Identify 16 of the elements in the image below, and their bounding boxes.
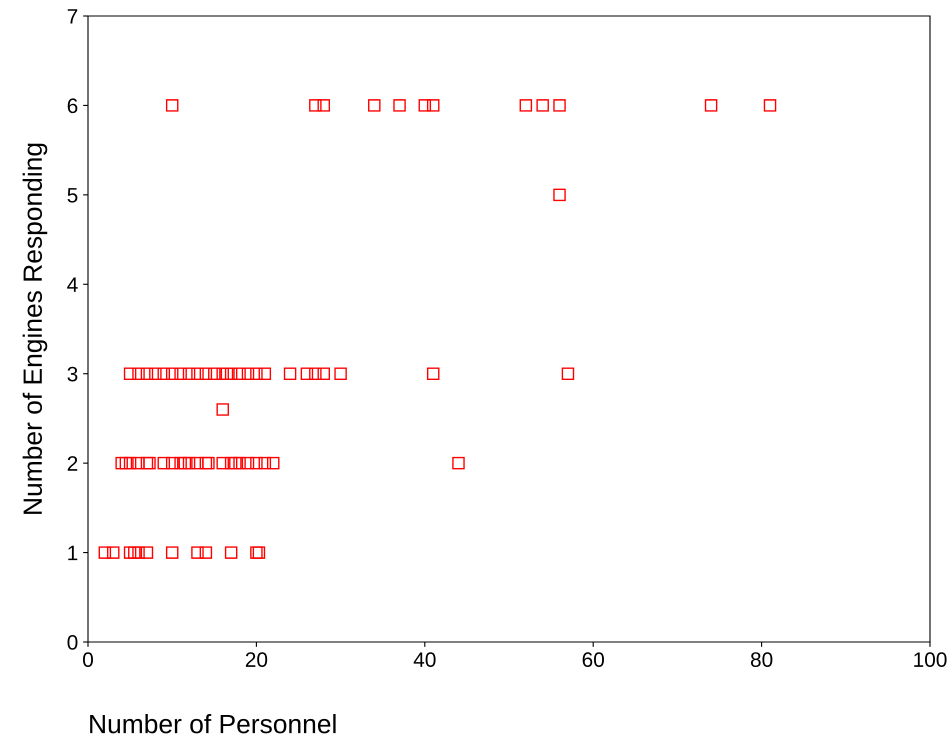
x-tick-label: 20 bbox=[246, 652, 268, 668]
x-axis-title: Number of Personnel bbox=[90, 714, 336, 734]
y-axis-title: Number of Engines Responding bbox=[22, 144, 48, 514]
y-tick-label: 0 bbox=[68, 635, 78, 650]
x-tick-label: 100 bbox=[914, 652, 947, 668]
x-tick-label: 80 bbox=[750, 652, 772, 668]
y-tick-label: 5 bbox=[68, 188, 78, 203]
x-tick-label: 40 bbox=[414, 652, 436, 668]
x-tick-label: 0 bbox=[83, 652, 93, 668]
x-tick-label: 60 bbox=[582, 652, 604, 668]
y-tick-label: 2 bbox=[68, 456, 78, 471]
y-tick-label: 1 bbox=[68, 546, 78, 560]
y-tick-label: 6 bbox=[68, 98, 78, 114]
y-tick-label: 4 bbox=[67, 278, 78, 292]
y-tick-label: 3 bbox=[67, 366, 78, 382]
y-tick-label: 7 bbox=[68, 9, 78, 24]
